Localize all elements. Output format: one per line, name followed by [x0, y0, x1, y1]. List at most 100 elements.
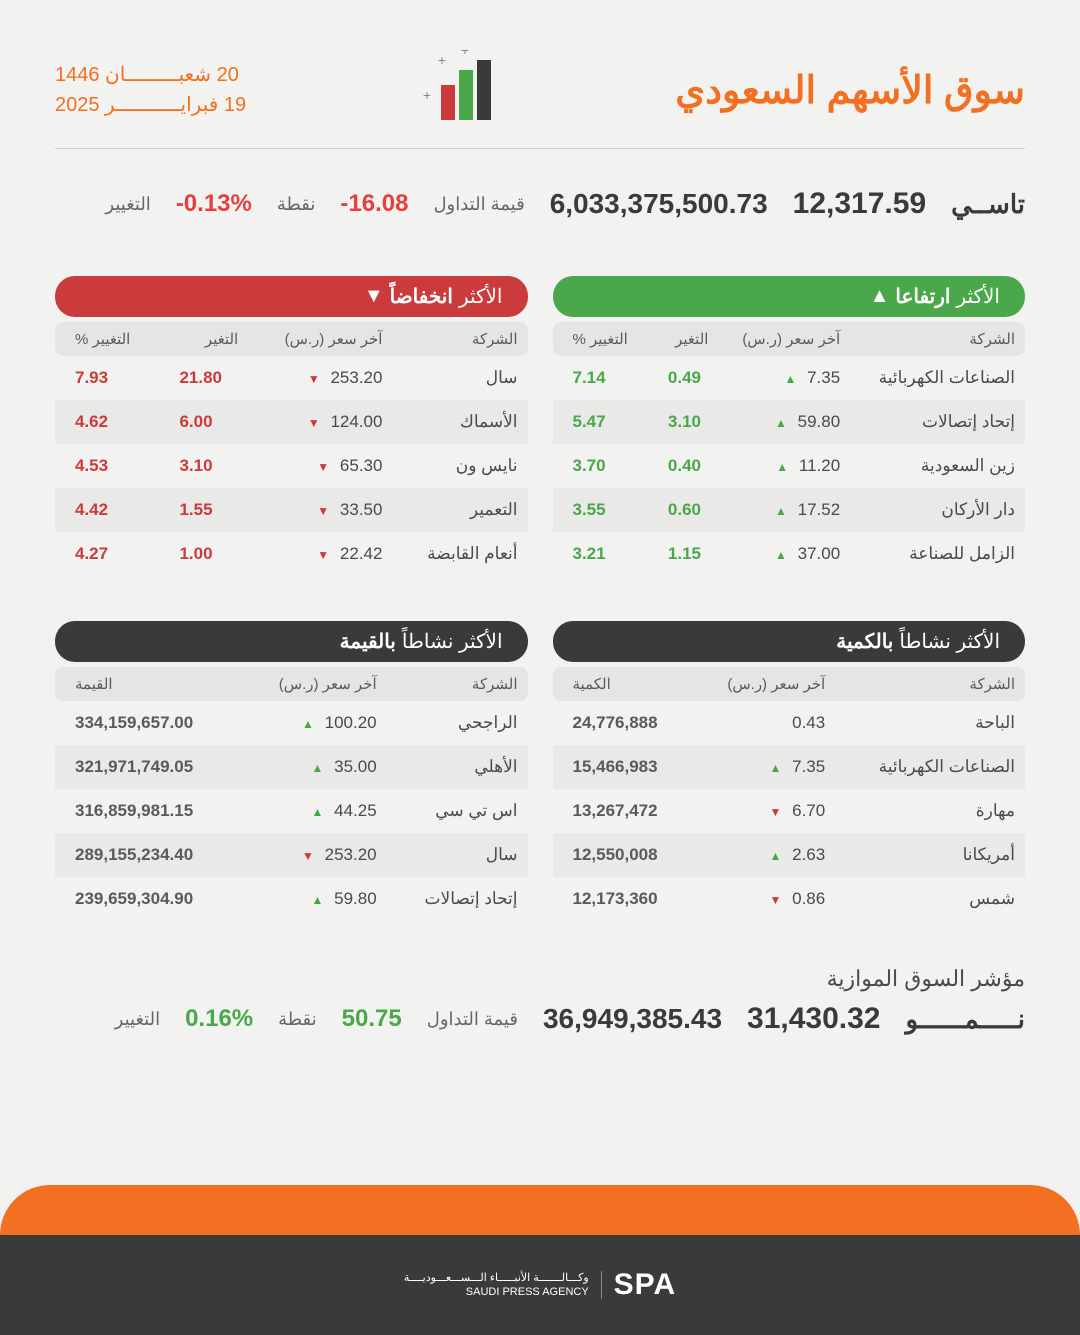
company-cell: سال	[392, 356, 527, 400]
table-row: سال▼ 253.20289,155,234.40	[55, 833, 528, 877]
spa-logo: SPA وكـــالـــــــة الأنبـــــاء الـــسـ…	[404, 1268, 676, 1302]
svg-text:+: +	[438, 52, 446, 68]
table-row: الراجحي▲ 100.20334,159,657.00	[55, 701, 528, 745]
table-row: الباحة 0.4324,776,888	[553, 701, 1026, 745]
nomu-index-bar: نـــــمــــــو 31,430.32 36,949,385.43 ق…	[55, 1002, 1025, 1036]
company-cell: دار الأركان	[850, 488, 1025, 532]
price-cell: ▼ 22.42	[248, 532, 392, 576]
tasi-name: تاســي	[951, 189, 1025, 220]
company-cell: التعمير	[392, 488, 527, 532]
value-cell: 289,155,234.40	[55, 833, 240, 877]
tasi-trade-value: 6,033,375,500.73	[550, 188, 768, 220]
chevron-down-icon: ▼	[364, 285, 384, 308]
value-cell: 321,971,749.05	[55, 745, 240, 789]
price-cell: ▼ 65.30	[248, 444, 392, 488]
losers-header: الأكثر انخفاضاً ▼	[55, 276, 528, 317]
nomu-name: نـــــمــــــو	[906, 1004, 1026, 1035]
company-cell: إتحاد إتصالات	[387, 877, 528, 921]
price-cell: ▲ 35.00	[240, 745, 387, 789]
pct-cell: 5.47	[553, 400, 648, 444]
price-cell: ▲ 44.25	[240, 789, 387, 833]
table-row: إتحاد إتصالات▲ 59.80239,659,304.90	[55, 877, 528, 921]
price-cell: ▼ 124.00	[248, 400, 392, 444]
price-cell: ▲ 37.00	[718, 532, 850, 576]
tasi-value: 12,317.59	[793, 187, 926, 221]
chart-icon: + + +	[411, 50, 511, 130]
gainers-panel: الأكثر ارتفاعا ▲ الشركة آخر سعر (ر.س) ال…	[553, 276, 1026, 576]
table-row: الزامل للصناعة▲ 37.001.153.21	[553, 532, 1026, 576]
tasi-index-bar: تاســي 12,317.59 6,033,375,500.73 قيمة ا…	[55, 187, 1025, 221]
table-row: الأهلي▲ 35.00321,971,749.05	[55, 745, 528, 789]
company-cell: إتحاد إتصالات	[850, 400, 1025, 444]
change-cell: 0.60	[648, 488, 719, 532]
pct-cell: 7.14	[553, 356, 648, 400]
change-cell: 0.40	[648, 444, 719, 488]
nomu-trade-value: 36,949,385.43	[543, 1003, 722, 1035]
price-cell: ▼ 0.86	[692, 877, 835, 921]
pct-cell: 3.21	[553, 532, 648, 576]
nomu-section-title: مؤشر السوق الموازية	[55, 966, 1025, 992]
pct-cell: 3.70	[553, 444, 648, 488]
price-cell: 0.43	[692, 701, 835, 745]
price-cell: ▲ 7.35	[718, 356, 850, 400]
company-cell: الباحة	[835, 701, 1025, 745]
volume-header: الأكثر نشاطاً بالكمية	[553, 621, 1026, 662]
change-cell: 1.15	[648, 532, 719, 576]
volume-panel: الأكثر نشاطاً بالكمية الشركة آخر سعر (ر.…	[553, 621, 1026, 921]
pct-label: التغيير	[105, 194, 150, 215]
footer: SPA وكـــالـــــــة الأنبـــــاء الـــسـ…	[0, 1165, 1080, 1335]
value-panel: الأكثر نشاطاً بالقيمة الشركة آخر سعر (ر.…	[55, 621, 528, 921]
value-cell: 316,859,981.15	[55, 789, 240, 833]
table-row: الأسماك▼ 124.006.004.62	[55, 400, 528, 444]
pct-cell: 4.62	[55, 400, 159, 444]
change-cell: 0.49	[648, 356, 719, 400]
price-cell: ▲ 2.63	[692, 833, 835, 877]
price-cell: ▲ 7.35	[692, 745, 835, 789]
trade-label: قيمة التداول	[433, 194, 524, 215]
pct-cell: 4.42	[55, 488, 159, 532]
company-cell: مهارة	[835, 789, 1025, 833]
change-cell: 3.10	[159, 444, 248, 488]
price-cell: ▼ 6.70	[692, 789, 835, 833]
gainers-table: الشركة آخر سعر (ر.س) التغير التغيير % ال…	[553, 322, 1026, 576]
company-cell: شمس	[835, 877, 1025, 921]
nomu-points: 50.75	[342, 1005, 402, 1033]
table-row: التعمير▼ 33.501.554.42	[55, 488, 528, 532]
price-cell: ▼ 33.50	[248, 488, 392, 532]
price-cell: ▼ 253.20	[248, 356, 392, 400]
company-cell: نايس ون	[392, 444, 527, 488]
chevron-up-icon: ▲	[870, 285, 890, 308]
volume-cell: 15,466,983	[553, 745, 693, 789]
value-header: الأكثر نشاطاً بالقيمة	[55, 621, 528, 662]
company-cell: الراجحي	[387, 701, 528, 745]
company-cell: سال	[387, 833, 528, 877]
pct-cell: 4.53	[55, 444, 159, 488]
table-row: زين السعودية▲ 11.200.403.70	[553, 444, 1026, 488]
gregorian-date: 19 فبرايـــــــــــر 2025	[55, 90, 246, 120]
price-cell: ▲ 59.80	[240, 877, 387, 921]
change-cell: 1.00	[159, 532, 248, 576]
date-block: 20 شعبـــــــــان 1446 19 فبرايـــــــــ…	[55, 60, 246, 120]
table-row: الصناعات الكهربائية▲ 7.3515,466,983	[553, 745, 1026, 789]
volume-cell: 12,173,360	[553, 877, 693, 921]
points-label: نقطة	[277, 194, 316, 215]
company-cell: زين السعودية	[850, 444, 1025, 488]
change-cell: 21.80	[159, 356, 248, 400]
losers-table: الشركة آخر سعر (ر.س) التغير التغيير % سا…	[55, 322, 528, 576]
tasi-points: -16.08	[340, 190, 408, 218]
tasi-pct: -0.13%	[176, 190, 252, 218]
gainers-header: الأكثر ارتفاعا ▲	[553, 276, 1026, 317]
company-cell: أمريكانا	[835, 833, 1025, 877]
table-row: إتحاد إتصالات▲ 59.803.105.47	[553, 400, 1026, 444]
change-cell: 3.10	[648, 400, 719, 444]
table-row: أمريكانا▲ 2.6312,550,008	[553, 833, 1026, 877]
table-row: دار الأركان▲ 17.520.603.55	[553, 488, 1026, 532]
price-cell: ▲ 100.20	[240, 701, 387, 745]
company-cell: اس تي سي	[387, 789, 528, 833]
price-cell: ▲ 59.80	[718, 400, 850, 444]
company-cell: الأهلي	[387, 745, 528, 789]
volume-cell: 13,267,472	[553, 789, 693, 833]
price-cell: ▲ 17.52	[718, 488, 850, 532]
company-cell: الصناعات الكهربائية	[850, 356, 1025, 400]
table-row: الصناعات الكهربائية▲ 7.350.497.14	[553, 356, 1026, 400]
